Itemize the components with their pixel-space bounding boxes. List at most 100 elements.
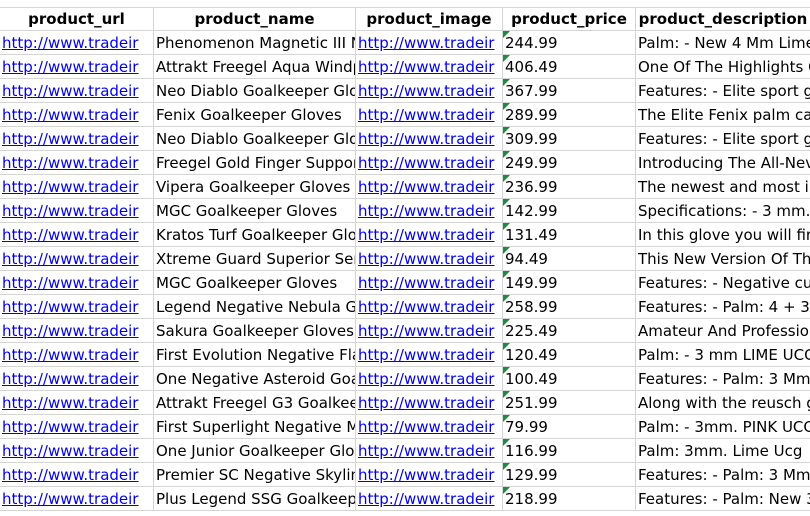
product-price-cell[interactable]: 236.99: [503, 175, 636, 199]
product-image-cell[interactable]: http://www.tradeir: [356, 247, 503, 271]
product-description-cell[interactable]: This New Version Of Th: [636, 247, 810, 271]
product-price-cell[interactable]: 289.99: [503, 103, 636, 127]
product-price-cell[interactable]: 129.99: [503, 463, 636, 487]
product-image-cell[interactable]: http://www.tradeir: [356, 319, 503, 343]
header-product-price[interactable]: product_price: [503, 7, 636, 31]
product-price-cell[interactable]: 218.99: [503, 487, 636, 511]
product-price-cell[interactable]: 79.99: [503, 415, 636, 439]
product-price-cell[interactable]: 120.49: [503, 343, 636, 367]
product-image-cell[interactable]: http://www.tradeir: [356, 199, 503, 223]
product-image-cell[interactable]: http://www.tradeir: [356, 79, 503, 103]
product-image-cell[interactable]: http://www.tradeir: [356, 391, 503, 415]
product-description-cell[interactable]: Amateur And Professio: [636, 319, 810, 343]
product-url-cell[interactable]: http://www.tradeir: [0, 439, 154, 463]
product-url-cell[interactable]: http://www.tradeir: [0, 223, 154, 247]
product-name-cell[interactable]: Fenix Goalkeeper Gloves: [154, 103, 356, 127]
product-url-cell[interactable]: http://www.tradeir: [0, 247, 154, 271]
product-description-cell[interactable]: Features: - Negative cu: [636, 271, 810, 295]
product-price-cell[interactable]: 131.49: [503, 223, 636, 247]
product-name-cell[interactable]: Neo Diablo Goalkeeper Glo: [154, 127, 356, 151]
product-description-cell[interactable]: Along with the reusch g: [636, 391, 810, 415]
product-image-cell[interactable]: http://www.tradeir: [356, 271, 503, 295]
product-price-cell[interactable]: 309.99: [503, 127, 636, 151]
product-name-cell[interactable]: One Junior Goalkeeper Glov: [154, 439, 356, 463]
product-name-cell[interactable]: Attrakt Freegel Aqua Windp: [154, 55, 356, 79]
product-name-cell[interactable]: Sakura Goalkeeper Gloves: [154, 319, 356, 343]
product-url-cell[interactable]: http://www.tradeir: [0, 175, 154, 199]
product-price-cell[interactable]: 149.99: [503, 271, 636, 295]
product-image-cell[interactable]: http://www.tradeir: [356, 415, 503, 439]
product-name-cell[interactable]: Vipera Goalkeeper Gloves: [154, 175, 356, 199]
header-product-name[interactable]: product_name: [154, 7, 356, 31]
product-image-cell[interactable]: http://www.tradeir: [356, 367, 503, 391]
product-name-cell[interactable]: Phenomenon Magnetic III N: [154, 31, 356, 55]
product-price-cell[interactable]: 251.99: [503, 391, 636, 415]
product-name-cell[interactable]: Legend Negative Nebula Go: [154, 295, 356, 319]
product-image-cell[interactable]: http://www.tradeir: [356, 127, 503, 151]
product-description-cell[interactable]: The newest and most i: [636, 175, 810, 199]
product-description-cell[interactable]: Specifications: - 3 mm.: [636, 199, 810, 223]
product-price-cell[interactable]: 142.99: [503, 199, 636, 223]
product-url-cell[interactable]: http://www.tradeir: [0, 31, 154, 55]
product-name-cell[interactable]: Kratos Turf Goalkeeper Glo: [154, 223, 356, 247]
product-name-cell[interactable]: One Negative Asteroid Goa: [154, 367, 356, 391]
product-price-cell[interactable]: 225.49: [503, 319, 636, 343]
header-product-url[interactable]: product_url: [0, 7, 154, 31]
product-name-cell[interactable]: Freegel Gold Finger Support: [154, 151, 356, 175]
product-url-cell[interactable]: http://www.tradeir: [0, 463, 154, 487]
product-name-cell[interactable]: MGC Goalkeeper Gloves: [154, 199, 356, 223]
product-url-cell[interactable]: http://www.tradeir: [0, 487, 154, 511]
product-price-cell[interactable]: 406.49: [503, 55, 636, 79]
product-price-cell[interactable]: 116.99: [503, 439, 636, 463]
product-image-cell[interactable]: http://www.tradeir: [356, 463, 503, 487]
product-name-cell[interactable]: First Superlight Negative Ma: [154, 415, 356, 439]
product-url-cell[interactable]: http://www.tradeir: [0, 415, 154, 439]
product-name-cell[interactable]: Plus Legend SSG Goalkeepe: [154, 487, 356, 511]
product-url-cell[interactable]: http://www.tradeir: [0, 295, 154, 319]
product-name-cell[interactable]: Xtreme Guard Superior Sem: [154, 247, 356, 271]
product-url-cell[interactable]: http://www.tradeir: [0, 79, 154, 103]
product-url-cell[interactable]: http://www.tradeir: [0, 319, 154, 343]
product-description-cell[interactable]: Features: - Elite sport g: [636, 79, 810, 103]
product-name-cell[interactable]: Neo Diablo Goalkeeper Glo: [154, 79, 356, 103]
product-image-cell[interactable]: http://www.tradeir: [356, 103, 503, 127]
product-description-cell[interactable]: Palm: - 3 mm LIME UCG: [636, 343, 810, 367]
product-url-cell[interactable]: http://www.tradeir: [0, 55, 154, 79]
product-description-cell[interactable]: One Of The Highlights O: [636, 55, 810, 79]
product-url-cell[interactable]: http://www.tradeir: [0, 391, 154, 415]
product-image-cell[interactable]: http://www.tradeir: [356, 31, 503, 55]
product-image-cell[interactable]: http://www.tradeir: [356, 343, 503, 367]
product-price-cell[interactable]: 94.49: [503, 247, 636, 271]
product-image-cell[interactable]: http://www.tradeir: [356, 151, 503, 175]
product-url-cell[interactable]: http://www.tradeir: [0, 271, 154, 295]
product-url-cell[interactable]: http://www.tradeir: [0, 103, 154, 127]
header-product-description[interactable]: product_description: [636, 7, 810, 31]
product-image-cell[interactable]: http://www.tradeir: [356, 55, 503, 79]
product-image-cell[interactable]: http://www.tradeir: [356, 295, 503, 319]
product-price-cell[interactable]: 258.99: [503, 295, 636, 319]
product-price-cell[interactable]: 100.49: [503, 367, 636, 391]
product-image-cell[interactable]: http://www.tradeir: [356, 487, 503, 511]
product-description-cell[interactable]: Palm: - 3mm. PINK UCG: [636, 415, 810, 439]
product-description-cell[interactable]: Features: - Palm: 3 Mm: [636, 367, 810, 391]
product-image-cell[interactable]: http://www.tradeir: [356, 175, 503, 199]
product-description-cell[interactable]: In this glove you will fin: [636, 223, 810, 247]
product-image-cell[interactable]: http://www.tradeir: [356, 223, 503, 247]
product-name-cell[interactable]: Premier SC Negative Skyline: [154, 463, 356, 487]
product-price-cell[interactable]: 249.99: [503, 151, 636, 175]
product-description-cell[interactable]: Palm: - New 4 Mm Lime: [636, 31, 810, 55]
product-description-cell[interactable]: Introducing The All-Nev: [636, 151, 810, 175]
product-url-cell[interactable]: http://www.tradeir: [0, 367, 154, 391]
product-url-cell[interactable]: http://www.tradeir: [0, 199, 154, 223]
product-description-cell[interactable]: Features: - Palm: New 3: [636, 487, 810, 511]
product-description-cell[interactable]: Palm: 3mm. Lime Ucg: [636, 439, 810, 463]
product-description-cell[interactable]: Features: - Palm: 3 Mm: [636, 463, 810, 487]
product-description-cell[interactable]: The Elite Fenix palm ca: [636, 103, 810, 127]
product-name-cell[interactable]: MGC Goalkeeper Gloves: [154, 271, 356, 295]
product-name-cell[interactable]: First Evolution Negative Fla: [154, 343, 356, 367]
product-name-cell[interactable]: Attrakt Freegel G3 Goalkee: [154, 391, 356, 415]
product-image-cell[interactable]: http://www.tradeir: [356, 439, 503, 463]
product-description-cell[interactable]: Features: - Elite sport g: [636, 127, 810, 151]
product-price-cell[interactable]: 244.99: [503, 31, 636, 55]
